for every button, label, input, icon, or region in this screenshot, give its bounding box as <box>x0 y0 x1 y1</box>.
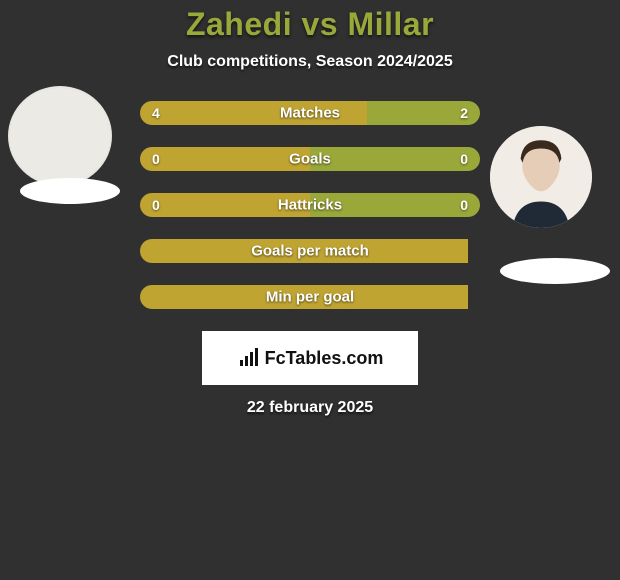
bar-right-value <box>468 239 480 263</box>
bar-track <box>140 239 480 263</box>
logo-box: FcTables.com <box>202 331 418 385</box>
bar-right-value: 2 <box>367 101 480 125</box>
bar-track <box>140 285 480 309</box>
stat-row: Goals per match <box>140 239 480 263</box>
stat-row: Min per goal <box>140 285 480 309</box>
bar-left-value: 0 <box>140 193 310 217</box>
bar-left-value <box>140 285 468 309</box>
subtitle: Club competitions, Season 2024/2025 <box>0 53 620 71</box>
stat-row: 42Matches <box>140 101 480 125</box>
barchart-icon <box>237 346 261 370</box>
bar-track: 00 <box>140 193 480 217</box>
bar-left-value: 4 <box>140 101 367 125</box>
page-title: Zahedi vs Millar <box>0 6 620 43</box>
bar-right-value: 0 <box>310 147 480 171</box>
logo-text: FcTables.com <box>265 348 384 369</box>
stat-rows: 42Matches 00Goals 00Hattricks Goals per mat… <box>0 101 620 309</box>
bar-left-value <box>140 239 468 263</box>
bar-track: 00 <box>140 147 480 171</box>
stat-row: 00Goals <box>140 147 480 171</box>
content-area: Zahedi vs Millar Club competitions, Seas… <box>0 0 620 580</box>
bar-track: 42 <box>140 101 480 125</box>
stat-row: 00Hattricks <box>140 193 480 217</box>
date-text: 22 february 2025 <box>0 399 620 417</box>
bar-left-value: 0 <box>140 147 310 171</box>
bar-right-value <box>468 285 480 309</box>
bar-right-value: 0 <box>310 193 480 217</box>
